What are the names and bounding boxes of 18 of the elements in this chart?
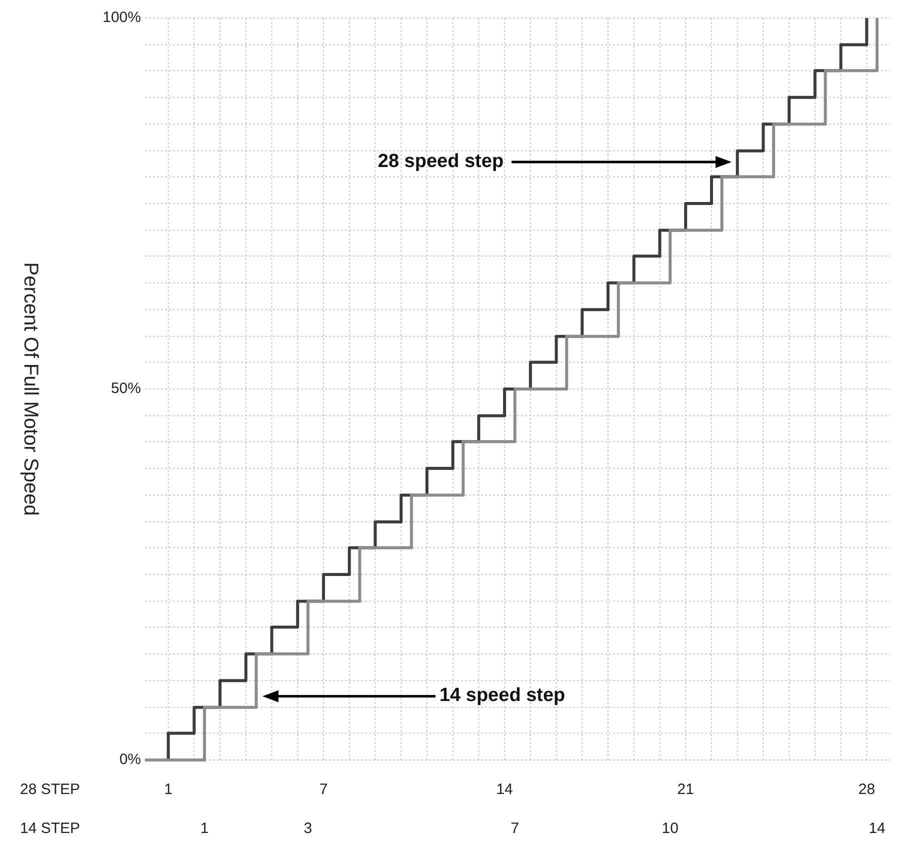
x-tick-label: 28 — [858, 780, 876, 798]
x-tick-label: 7 — [319, 780, 328, 798]
x2-axis-title: 14 STEP — [20, 820, 80, 837]
x2-tick-label: 3 — [304, 820, 312, 837]
y-tick-label: 50% — [110, 380, 141, 397]
x-tick-label: 1 — [164, 780, 172, 798]
annotation: 14 speed step — [439, 685, 566, 706]
x-tick-label: 14 — [496, 780, 513, 798]
annotation: 28 speed step — [378, 150, 504, 172]
x2-tick-label: 1 — [200, 820, 209, 837]
x2-tick-label: 14 — [868, 820, 886, 837]
y-axis-title: Percent Of Full Motor Speed — [20, 262, 42, 516]
x2-tick-label: 7 — [510, 820, 520, 837]
x-tick-label: 21 — [677, 780, 694, 798]
y-tick-label: 100% — [102, 8, 141, 26]
x2-tick-label: 10 — [662, 820, 678, 837]
y-tick-label: 0% — [119, 750, 141, 768]
x-axis-title: 28 STEP — [20, 780, 80, 798]
